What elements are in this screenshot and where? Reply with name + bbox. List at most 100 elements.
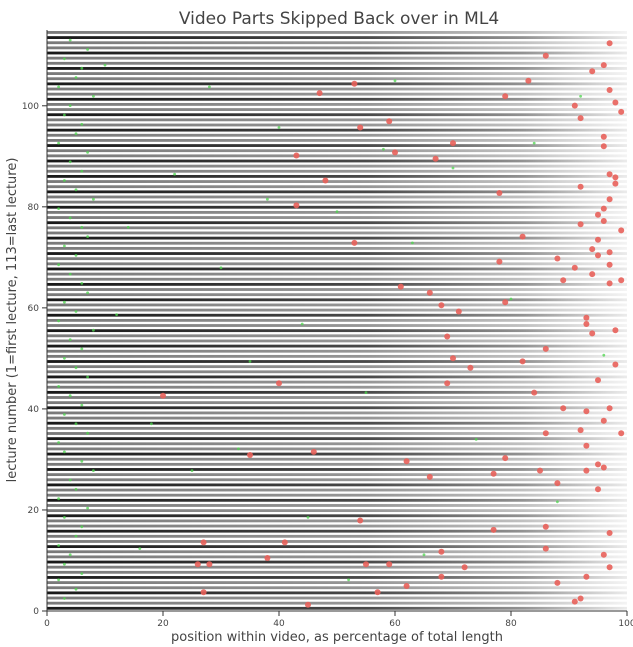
lecture-row <box>47 468 627 471</box>
lecture-row <box>47 437 627 441</box>
green-point <box>80 225 84 229</box>
lecture-row <box>47 545 627 549</box>
lecture-row <box>47 154 627 158</box>
green-point <box>126 225 130 229</box>
green-point <box>86 48 89 51</box>
red-point <box>577 427 584 434</box>
lecture-row <box>47 396 627 399</box>
lecture-row <box>47 586 627 590</box>
lecture-row <box>47 159 627 163</box>
lecture-row <box>47 504 627 507</box>
lecture-row <box>47 483 627 487</box>
green-point <box>266 197 269 201</box>
green-point <box>173 172 177 176</box>
red-point <box>293 152 300 159</box>
red-point <box>600 417 607 424</box>
red-point <box>293 202 300 209</box>
lecture-row <box>47 339 627 343</box>
red-point <box>589 68 596 75</box>
red-point <box>560 277 567 284</box>
red-point <box>357 124 364 131</box>
lecture-row <box>47 92 627 96</box>
lecture-row <box>47 447 627 451</box>
red-point <box>571 102 578 109</box>
green-point <box>57 497 60 501</box>
green-point <box>57 578 60 582</box>
lecture-row <box>47 61 627 65</box>
red-point <box>310 448 317 455</box>
lecture-row <box>47 591 627 595</box>
red-point <box>200 539 207 546</box>
red-point <box>612 99 619 106</box>
red-point <box>496 258 503 265</box>
red-point <box>618 108 625 115</box>
green-point <box>92 197 95 201</box>
lecture-row <box>47 452 627 456</box>
red-point <box>595 486 601 493</box>
lecture-row <box>47 334 627 338</box>
red-point <box>247 452 253 458</box>
red-point <box>160 392 166 399</box>
lecture-row <box>47 411 627 415</box>
red-point <box>363 561 369 568</box>
red-point <box>276 380 282 387</box>
red-point <box>206 561 213 568</box>
lecture-row <box>47 349 627 353</box>
red-point <box>438 302 445 309</box>
y-tick-label: 20 <box>28 506 40 516</box>
green-point <box>63 57 66 61</box>
green-point <box>86 291 89 295</box>
lecture-row <box>47 282 627 286</box>
red-point <box>589 271 596 278</box>
red-point <box>322 177 329 184</box>
green-point <box>451 166 455 170</box>
red-point <box>600 133 607 140</box>
red-point <box>351 239 358 246</box>
green-point <box>57 263 60 267</box>
red-point <box>612 327 619 334</box>
lecture-row <box>47 128 627 132</box>
green-point <box>63 562 66 566</box>
green-point <box>219 266 223 270</box>
green-point <box>63 450 66 454</box>
x-ticks: 0 20 40 60 80 100 <box>44 611 633 629</box>
y-tick-label: 60 <box>28 304 40 314</box>
green-point <box>74 132 78 136</box>
red-point <box>519 358 526 365</box>
red-point <box>357 517 364 524</box>
red-point <box>606 564 613 571</box>
lecture-row <box>47 252 627 255</box>
green-point <box>80 572 84 575</box>
red-point <box>490 470 497 477</box>
lecture-row <box>47 108 627 111</box>
red-point <box>502 93 509 100</box>
green-point <box>364 391 368 394</box>
red-point <box>316 90 323 97</box>
lecture-row <box>47 56 627 60</box>
lecture-row <box>47 421 627 425</box>
lecture-row <box>47 308 627 312</box>
green-point <box>63 597 66 600</box>
red-point <box>200 589 207 596</box>
green-point <box>532 141 536 145</box>
lecture-row <box>47 596 627 600</box>
lecture-row <box>47 416 627 420</box>
red-point <box>490 526 497 533</box>
green-point <box>57 319 60 323</box>
y-tick-label: 0 <box>33 607 39 617</box>
lecture-row <box>47 241 627 245</box>
lecture-row <box>47 313 627 317</box>
lecture-row <box>47 267 627 271</box>
red-point <box>589 330 596 337</box>
red-point <box>583 467 590 474</box>
red-point <box>519 233 526 240</box>
lecture-row <box>47 216 627 219</box>
green-point <box>68 478 72 482</box>
x-tick-label: 0 <box>44 619 50 629</box>
green-point <box>74 534 78 538</box>
red-point <box>502 299 509 306</box>
lecture-row <box>47 118 627 122</box>
green-point <box>422 553 426 557</box>
green-point <box>74 76 78 79</box>
y-ticks: 0 20 40 60 80 100 <box>22 102 47 617</box>
